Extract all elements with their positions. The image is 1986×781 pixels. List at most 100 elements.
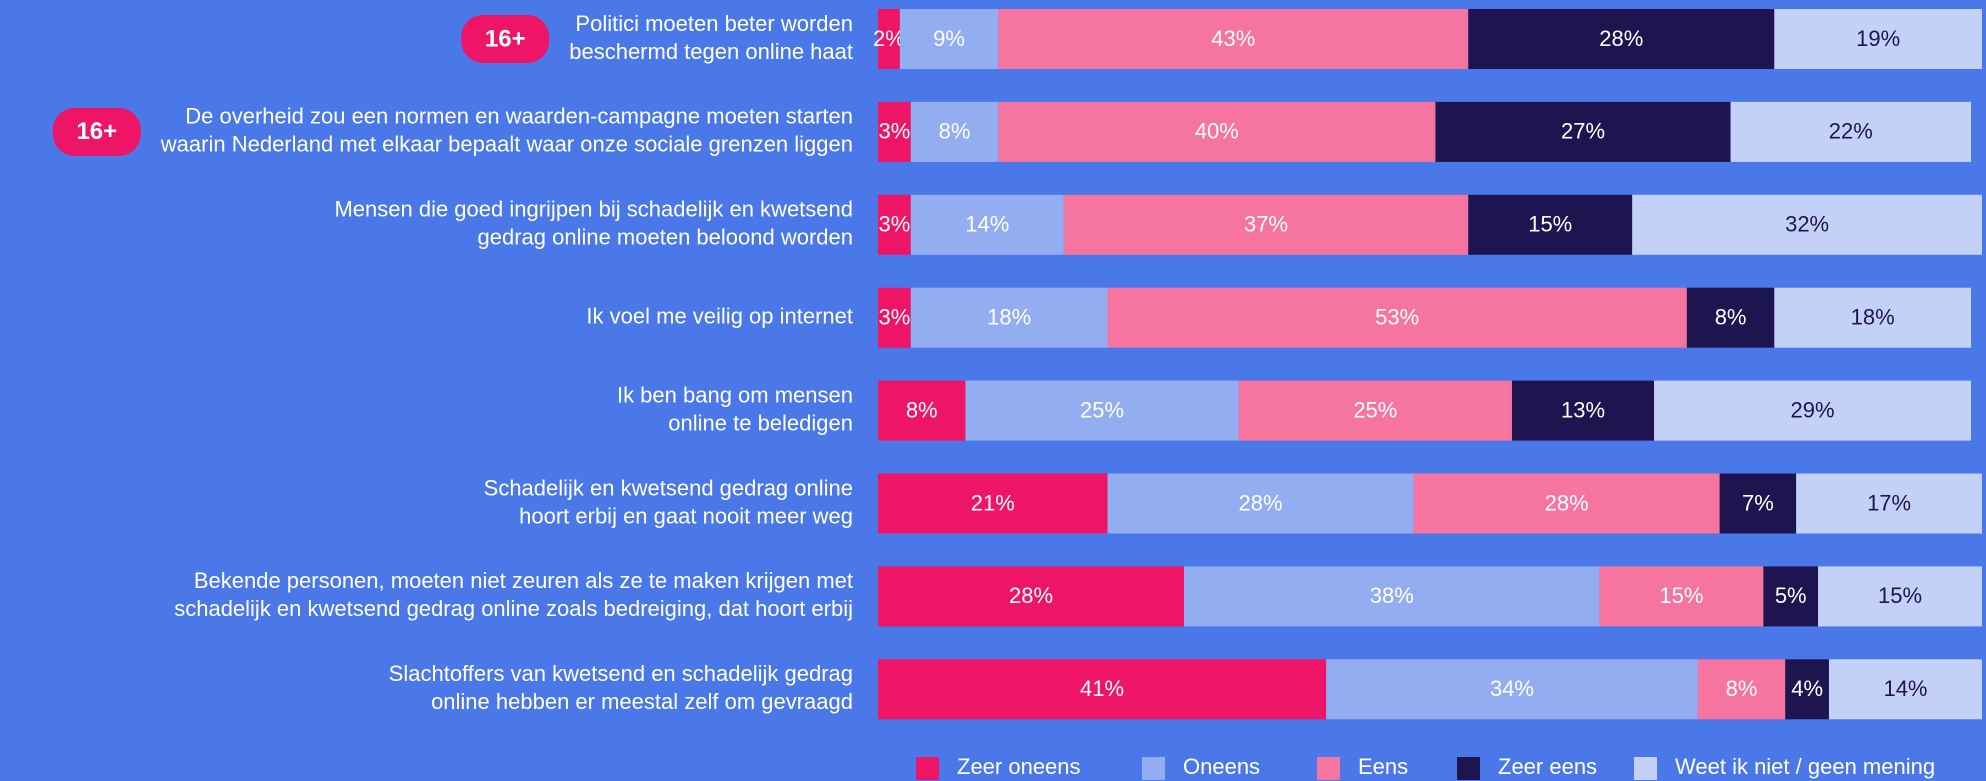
value-label: 15% <box>1659 583 1703 608</box>
bar-segment <box>1184 566 1600 627</box>
value-label: 19% <box>1856 26 1900 51</box>
value-label: 21% <box>971 490 1015 515</box>
value-label: 28% <box>1009 583 1053 608</box>
bar-segment <box>878 566 1185 627</box>
category-label: Ik ben bang om mensen <box>617 382 853 407</box>
category-label: beschermd tegen online haat <box>569 39 853 64</box>
value-label: 15% <box>1878 583 1922 608</box>
bar-segment <box>1654 380 1972 441</box>
value-label: 8% <box>939 119 971 144</box>
bar-segment <box>1435 101 1731 162</box>
age-badge-label: 16+ <box>485 25 526 52</box>
value-label: 40% <box>1195 119 1239 144</box>
bar-segment <box>1785 659 1829 720</box>
value-label: 34% <box>1490 676 1534 701</box>
bar-segment <box>1413 473 1720 534</box>
bar-segment <box>1774 287 1972 348</box>
category-label: Politici moeten beter worden <box>575 11 853 36</box>
legend-swatch <box>916 757 939 780</box>
bar-segment <box>998 9 1469 69</box>
value-label: 25% <box>1080 397 1124 422</box>
bar-segment <box>878 101 911 162</box>
value-label: 41% <box>1080 676 1124 701</box>
category-label: gedrag online moeten beloond worden <box>477 225 853 250</box>
legend-label: Oneens <box>1183 754 1260 779</box>
bar-segment <box>878 194 911 255</box>
category-label: schadelijk en kwetsend gedrag online zoa… <box>174 596 853 621</box>
category-label: online hebben er meestal zelf om gevraag… <box>431 689 853 714</box>
bar-segment <box>1763 566 1819 627</box>
bar-segment <box>1107 473 1414 534</box>
bar-segment <box>1632 194 1982 255</box>
bar-segment <box>910 101 999 162</box>
legend-swatch <box>1317 757 1340 780</box>
value-label: 7% <box>1742 490 1774 515</box>
bar-segment <box>1697 659 1786 720</box>
bar-segment <box>1063 194 1469 255</box>
value-label: 5% <box>1775 583 1807 608</box>
category-label: online te beledigen <box>668 410 853 435</box>
bar-segment <box>1238 380 1512 441</box>
legend-label: Zeer eens <box>1498 754 1597 779</box>
bar-segment <box>1719 473 1797 534</box>
value-label: 32% <box>1785 212 1829 237</box>
category-label: Schadelijk en kwetsend gedrag online <box>484 475 853 500</box>
legend-label: Eens <box>1358 754 1408 779</box>
value-label: 3% <box>878 305 910 330</box>
bar-segment <box>1326 659 1698 720</box>
value-label: 22% <box>1829 119 1873 144</box>
value-label: 53% <box>1375 305 1419 330</box>
bar-segment <box>1828 659 1982 720</box>
legend-swatch <box>1142 757 1165 780</box>
value-label: 15% <box>1528 212 1572 237</box>
bar-segment <box>1511 380 1655 441</box>
value-label: 14% <box>1883 676 1927 701</box>
value-label: 8% <box>906 397 938 422</box>
legend-label: Weet ik niet / geen mening <box>1675 754 1935 779</box>
bar-segment <box>899 9 999 69</box>
bar-segment <box>878 9 900 69</box>
bar-segment <box>878 473 1108 534</box>
bar-segment <box>878 659 1327 720</box>
value-label: 2% <box>873 26 905 51</box>
bar-segment <box>878 380 966 441</box>
bar-segment <box>1818 566 1982 627</box>
value-label: 28% <box>1545 490 1589 515</box>
value-label: 17% <box>1867 490 1911 515</box>
value-label: 37% <box>1244 212 1288 237</box>
value-label: 27% <box>1561 119 1605 144</box>
value-label: 29% <box>1791 397 1835 422</box>
bar-segment <box>965 380 1239 441</box>
value-label: 18% <box>1851 305 1895 330</box>
value-label: 13% <box>1561 397 1605 422</box>
age-badge <box>461 15 550 63</box>
value-label: 18% <box>987 305 1031 330</box>
age-badge-label: 16+ <box>76 118 117 145</box>
bar-segment <box>1107 287 1687 348</box>
category-label: Mensen die goed ingrijpen bij schadelijk… <box>334 197 853 222</box>
bar-segment <box>1468 194 1633 255</box>
value-label: 3% <box>878 119 910 144</box>
value-label: 28% <box>1599 26 1643 51</box>
legend-swatch <box>1457 757 1480 780</box>
bar-segment <box>1599 566 1764 627</box>
category-label: hoort erbij en gaat nooit meer weg <box>519 503 853 528</box>
bar-segment <box>910 287 1108 348</box>
value-label: 25% <box>1353 397 1397 422</box>
age-badge <box>52 107 141 156</box>
legend-label: Zeer oneens <box>957 754 1081 779</box>
bar-segment <box>1730 101 1972 162</box>
category-label: Slachtoffers van kwetsend en schadelijk … <box>389 661 853 686</box>
value-label: 14% <box>965 212 1009 237</box>
value-label: 9% <box>933 26 965 51</box>
value-label: 3% <box>878 212 910 237</box>
value-label: 8% <box>1726 676 1758 701</box>
category-label: De overheid zou een normen en waarden-ca… <box>185 104 853 129</box>
legend-swatch <box>1634 757 1657 780</box>
value-label: 8% <box>1715 305 1747 330</box>
value-label: 43% <box>1211 26 1255 51</box>
bar-segment <box>910 194 1064 255</box>
bar-segment <box>878 287 911 348</box>
bar-segment <box>998 101 1436 162</box>
